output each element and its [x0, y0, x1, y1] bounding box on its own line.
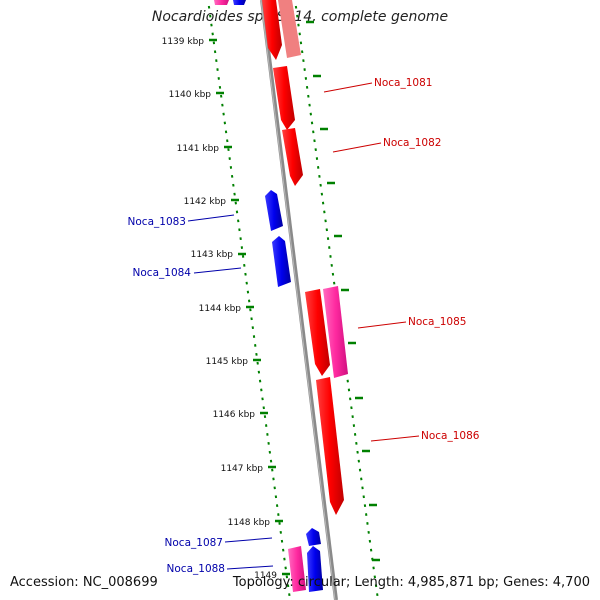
gene-feature-noca-1088[interactable] [288, 546, 306, 592]
gene-label[interactable]: Noca_1085 [408, 316, 466, 328]
gene-labels: Noca_1081 Noca_1082 Noca_1083 Noca_1084 Noca… [128, 77, 480, 575]
gene-leader-line [323, 82, 373, 93]
gene-leader-line [357, 321, 407, 329]
gene-leader-line [187, 214, 235, 222]
gene-leader-line [226, 565, 274, 570]
gene-features [214, 0, 348, 592]
gene-feature-noca-1081[interactable] [262, 0, 282, 60]
gene-label[interactable]: Noca_1088 [167, 563, 225, 575]
tick-label: 1148 kbp [228, 518, 271, 528]
tick-label: 1144 kbp [199, 304, 242, 314]
page-title: Nocardioides sp. JS614, complete genome [151, 9, 449, 25]
gene-leader-line [370, 435, 420, 442]
tick-label: 1141 kbp [177, 144, 220, 154]
gene-label[interactable]: Noca_1081 [374, 77, 432, 89]
gene-feature-noca-1086[interactable] [316, 377, 344, 515]
genome-backbone [260, 0, 338, 600]
tick-ruler-left [207, 5, 291, 597]
gene-label[interactable]: Noca_1086 [421, 430, 480, 442]
tick-labels: 1139 kbp 1140 kbp 1141 kbp 1142 kbp 1143 kbp… [162, 37, 278, 581]
tick-label: 1147 kbp [221, 464, 264, 474]
tick-label: 1139 kbp [162, 37, 205, 47]
tick-label: 1145 kbp [206, 357, 249, 367]
tick-label: 1142 kbp [184, 197, 227, 207]
gene-feature-partial [214, 0, 229, 5]
gene-leader-line [193, 267, 242, 274]
gene-label[interactable]: Noca_1084 [133, 267, 192, 279]
backbone-highlight [260, 0, 336, 600]
tick-label: 1140 kbp [169, 90, 212, 100]
gene-label[interactable]: Noca_1083 [128, 216, 186, 228]
gene-feature-noca-1084[interactable] [272, 236, 291, 287]
gene-feature-noca-1082[interactable] [282, 128, 303, 186]
tick-label: 1143 kbp [191, 250, 234, 260]
genome-summary: Topology: circular; Length: 4,985,871 bp… [232, 575, 590, 590]
gene-feature-noca-1085[interactable] [323, 286, 348, 378]
gene-feature-noca-1081[interactable] [273, 66, 295, 130]
gene-feature-noca-1088[interactable] [307, 546, 323, 592]
accession-label: Accession: NC_008699 [10, 575, 158, 590]
gene-label[interactable]: Noca_1082 [383, 137, 441, 149]
gene-leader-line [224, 537, 273, 543]
gene-leader-line [332, 142, 382, 153]
backbone-line [260, 0, 338, 600]
gene-feature-noca-1083[interactable] [265, 190, 283, 231]
gene-feature-noca-1081[interactable] [278, 0, 301, 58]
gene-feature-partial [233, 0, 246, 5]
gene-feature-noca-1085[interactable] [305, 289, 330, 376]
gene-label[interactable]: Noca_1087 [165, 537, 223, 549]
tick-label: 1146 kbp [213, 410, 256, 420]
gene-feature-noca-1087[interactable] [306, 528, 321, 546]
tick-label: 1149 [254, 571, 277, 581]
